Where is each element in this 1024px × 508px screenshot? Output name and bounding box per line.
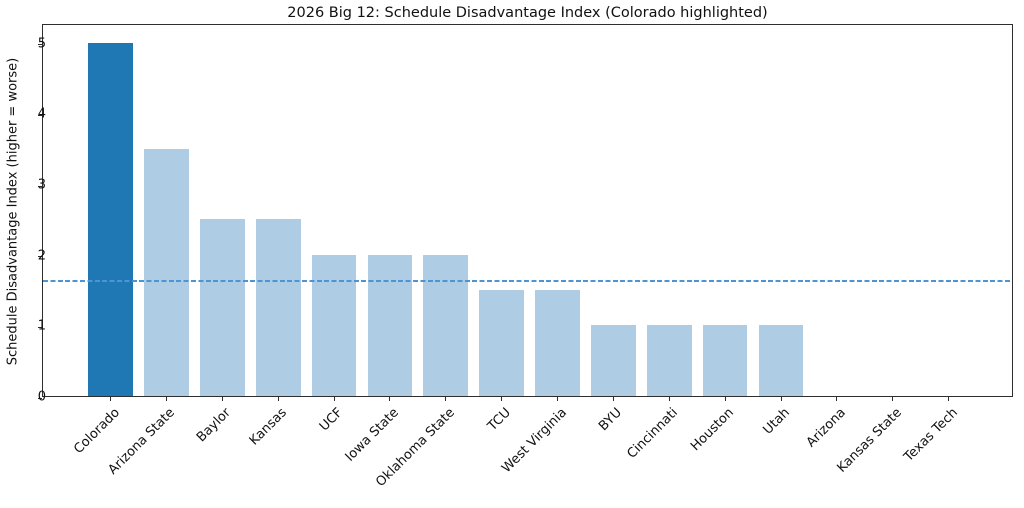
y-tick-mark [38, 114, 42, 116]
x-tick-mark [948, 397, 950, 401]
bar-houston [702, 325, 748, 396]
y-tick-mark [38, 397, 42, 399]
bar-utah [758, 325, 804, 396]
x-tick-label-west-virginia: West Virginia [498, 405, 570, 477]
bar-baylor [199, 219, 245, 396]
y-tick-mark [38, 44, 42, 46]
bar-tcu [479, 290, 525, 396]
x-tick-label-arizona-state: Arizona State [105, 405, 179, 478]
plot-area [38, 24, 1013, 401]
x-tick-mark [780, 397, 782, 401]
x-tick-labels: Colorado Arizona State Baylor Kansas UCF Iowa… [42, 404, 1013, 508]
x-tick-mark [724, 397, 726, 401]
x-tick-label-tcu: TCU [484, 405, 514, 435]
x-tick-label-colorado: Colorado [70, 405, 123, 458]
x-tick-label-oklahoma-state: Oklahoma State [373, 405, 458, 490]
x-tick-mark [557, 397, 559, 401]
x-tick-label-iowa-state: Iowa State [342, 405, 402, 465]
x-tick-mark [110, 397, 112, 401]
x-tick-mark [445, 397, 447, 401]
y-tick-mark [38, 185, 42, 187]
x-tick-label-kansas: Kansas [246, 405, 291, 449]
x-tick-mark [333, 397, 335, 401]
x-tick-mark [668, 397, 670, 401]
x-tick-label-ucf: UCF [316, 405, 346, 435]
x-tick-mark [165, 397, 167, 401]
x-tick-label-cincinnati: Cincinnati [624, 405, 682, 462]
bar-arizona-state [144, 148, 189, 396]
x-tick-label-houston: Houston [688, 405, 738, 455]
x-tick-mark [221, 397, 223, 401]
x-tick-mark [389, 397, 391, 401]
x-tick-label-byu: BYU [596, 405, 626, 435]
x-tick-label-baylor: Baylor [194, 405, 235, 446]
x-tick-mark [612, 397, 614, 401]
bar-colorado [88, 42, 133, 396]
x-tick-mark [277, 397, 279, 401]
x-tick-label-arizona: Arizona [803, 405, 849, 451]
x-tick-label-utah: Utah [760, 405, 793, 438]
x-tick-label-texas-tech: Texas Tech [900, 405, 961, 465]
y-tick-mark [38, 326, 42, 328]
bar-west-virginia [535, 290, 580, 396]
x-tick-mark [892, 397, 894, 401]
y-axis-label: Schedule Disadvantage Index (higher = wo… [5, 57, 21, 366]
bar-ucf [311, 254, 357, 396]
mean-reference-line [43, 279, 1012, 282]
bar-byu [591, 325, 636, 396]
bar-iowa-state [367, 254, 413, 396]
bar-cincinnati [646, 325, 692, 396]
bar-kansas [255, 219, 301, 396]
y-tick-mark [38, 256, 42, 258]
x-tick-mark [501, 397, 503, 401]
chart-title: 2026 Big 12: Schedule Disadvantage Index… [287, 5, 768, 21]
x-tick-label-kansas-state: Kansas State [834, 405, 905, 476]
x-tick-mark [836, 397, 838, 401]
bar-oklahoma-state [423, 254, 469, 396]
